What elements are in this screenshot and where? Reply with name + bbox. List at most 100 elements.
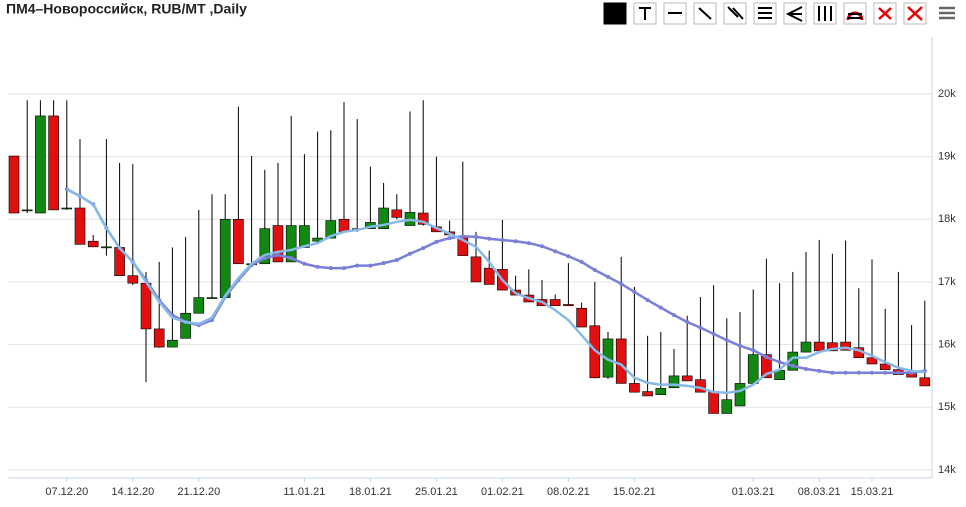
candle-body [74,207,86,245]
moving-average-line [66,188,925,375]
candle-body [180,312,191,339]
moving-average-point [843,370,848,375]
moving-average-point [302,261,307,266]
candle-body [153,328,165,348]
candle-body [800,341,812,353]
moving-average-point [289,256,294,261]
candle-body [840,341,851,351]
delete-button[interactable] [873,2,897,25]
moving-average-point [540,244,544,249]
text-tool[interactable] [633,2,657,25]
candle-body [272,225,284,263]
moving-average-point [513,239,518,244]
candle-body [259,228,271,265]
delete-all-button[interactable] [903,2,927,25]
candle-body [61,207,73,210]
y-tick-label: 20k [938,88,956,100]
candle-body [668,375,680,389]
moving-average-point [447,236,452,241]
candle-body [655,388,667,395]
moving-average-point [645,298,650,303]
candle-body [140,282,152,330]
moving-average-point [711,331,716,336]
candle-body [417,212,429,225]
hline-tool[interactable] [663,2,687,25]
moving-average-point [870,370,874,375]
y-tick-label: 14k [938,464,956,476]
moving-average-point [381,261,386,266]
moving-average-point [421,246,426,251]
candle-body [470,256,482,283]
candle-body [101,246,112,249]
moving-average-point [408,251,412,256]
x-tick-label: 07.12.20 [45,486,88,498]
toolbar [603,2,958,25]
moving-average-point [698,325,703,330]
moving-average-point [355,263,360,268]
x-tick-label: 15.02.21 [613,486,656,498]
candle-body [233,218,244,265]
moving-average-point [592,268,597,273]
candle-body [483,267,495,285]
candle-body [734,383,746,407]
cycles-tool[interactable] [813,2,837,25]
moving-average-point [751,348,756,353]
moving-average-point [830,370,835,375]
moving-average-point [817,368,822,373]
x-tick-label: 18.01.21 [349,486,392,498]
candle-body [695,379,706,393]
candle-body [549,299,561,307]
moving-average-point [738,343,742,348]
chart-title: ПМ4–Новороссийск, RUB/MT ,Daily [6,1,247,17]
y-tick-label: 17k [938,276,956,288]
moving-average-point [487,236,492,241]
moving-average-point [764,355,769,360]
y-tick-label: 15k [938,401,956,413]
candle-body [747,354,759,384]
candle-body [563,304,574,307]
moving-average-point [276,252,280,257]
x-tick-label: 01.03.21 [732,486,775,498]
candle-body [708,391,719,414]
candle-body [193,297,205,314]
candle-body [206,297,218,299]
candle-body [919,377,931,387]
moving-average-point [474,234,478,239]
candle-body [602,338,614,378]
candle-body [681,375,693,382]
x-tick-label: 08.02.21 [547,486,590,498]
moving-average-point [658,305,663,310]
candle-body [642,391,653,397]
candle-body [48,115,59,211]
levels-tool[interactable] [753,2,777,25]
moving-average-point [553,249,558,254]
candle-body [615,338,627,384]
moving-average-line [66,188,925,395]
candle-body [629,383,640,393]
y-tick-label: 19k [938,151,956,163]
candle-body [589,325,601,379]
moving-average-point [724,338,729,343]
candle-body [378,207,389,229]
candle-body [35,115,46,214]
candle-body [761,354,772,379]
channel-tool[interactable] [723,2,747,25]
color-button[interactable] [603,2,627,25]
fan-tool[interactable] [783,2,807,25]
candle-body [866,357,878,365]
moving-average-point [685,320,690,325]
trend-tool[interactable] [693,2,717,25]
candle-body [219,218,231,298]
x-tick-label: 01.02.21 [481,486,524,498]
candle-body [167,339,178,348]
moving-average-point [328,266,333,271]
moving-average-point [579,259,584,264]
candle-body [127,275,139,284]
menu-button[interactable] [936,4,958,24]
y-tick-label: 18k [938,213,956,225]
arc-tool[interactable] [843,2,867,25]
x-tick-label: 25.01.21 [415,486,458,498]
candle-body [21,209,33,212]
candle-body [8,155,20,214]
